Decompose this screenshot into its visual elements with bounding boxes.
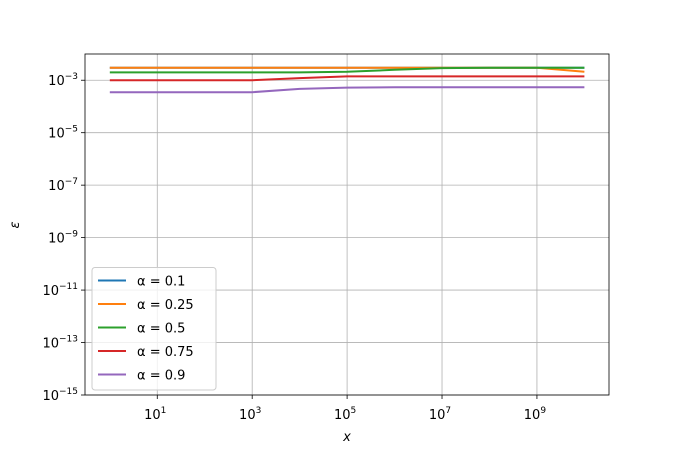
series-line xyxy=(109,86,585,94)
y-tick-label: 10−13 xyxy=(42,335,78,352)
y-tick-label: 10−3 xyxy=(48,72,78,89)
legend-label: α = 0.9 xyxy=(137,369,185,384)
y-tick-label: 10−11 xyxy=(42,282,78,299)
x-tick-label: 107 xyxy=(429,406,451,423)
legend-label: α = 0.1 xyxy=(137,275,185,290)
y-tick-label: 10−7 xyxy=(48,177,78,194)
legend-box xyxy=(91,267,217,391)
plot-frame xyxy=(84,53,610,396)
x-tick-label: 103 xyxy=(239,406,261,423)
x-tick-label: 109 xyxy=(524,406,547,423)
y-axis-label: ε xyxy=(8,221,23,228)
x-tick-label: 105 xyxy=(334,406,356,423)
legend: α = 0.1 α = 0.25 α = 0.5 α = 0.75 α = 0.9 xyxy=(91,267,217,391)
legend-label: α = 0.75 xyxy=(137,345,194,360)
legend-label: α = 0.5 xyxy=(137,322,185,337)
y-tick-label: 10−15 xyxy=(42,387,78,404)
legend-label: α = 0.25 xyxy=(137,298,194,313)
x-tick-label: 101 xyxy=(144,406,166,423)
y-tick-label: 10−5 xyxy=(48,125,78,142)
x-axis-label: x xyxy=(342,430,351,445)
y-tick-label: 10−9 xyxy=(48,230,78,247)
series-line xyxy=(109,75,585,82)
series-line xyxy=(109,66,585,74)
